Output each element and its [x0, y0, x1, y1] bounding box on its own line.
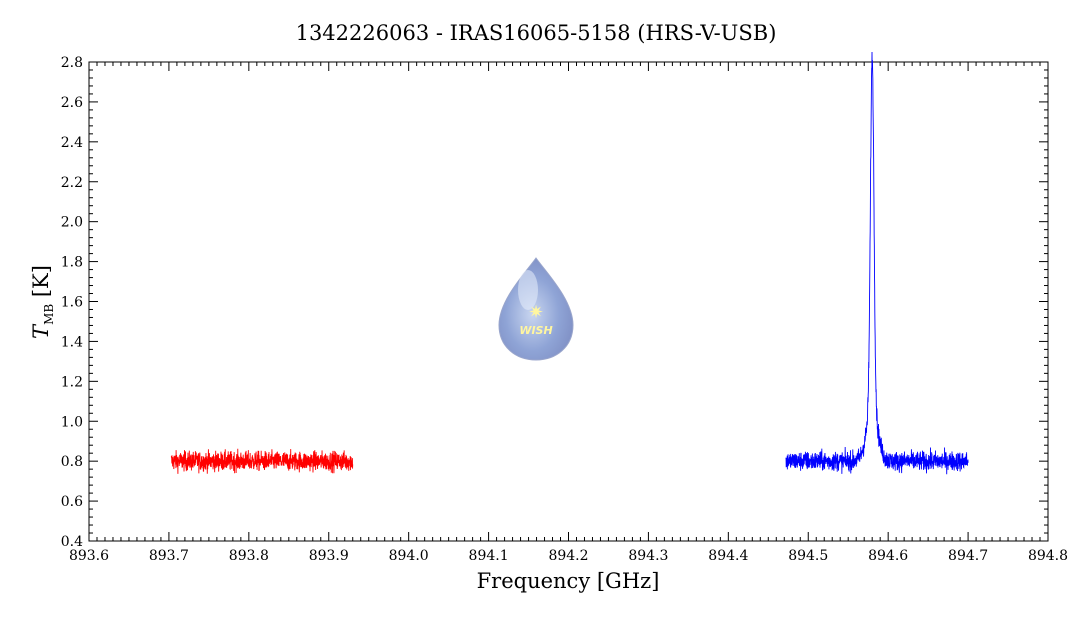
spectrum-series-2	[785, 51, 969, 475]
y-axis-label-unit: [K]	[29, 265, 53, 297]
x-tick-label: 894.1	[469, 548, 509, 564]
y-tick-label: 1.0	[61, 414, 83, 430]
y-tick-label: 1.2	[61, 374, 83, 390]
axis-ticks	[88, 61, 1049, 542]
x-tick-label: 893.6	[69, 548, 109, 564]
y-tick-label: 2.8	[61, 55, 83, 71]
x-tick-label: 894.3	[628, 548, 668, 564]
y-tick-label: 0.8	[61, 454, 83, 470]
x-tick-label: 894.0	[389, 548, 429, 564]
y-tick-label: 2.0	[61, 215, 83, 231]
y-tick-label: 2.4	[61, 135, 83, 151]
y-axis-label-subscript: MB	[42, 304, 56, 325]
svg-text:TMB [K]: TMB [K]	[29, 265, 56, 339]
x-tick-labels: 893.6 893.7 893.8 893.9 894.0 894.1 894.2 894.3…	[69, 548, 1068, 564]
x-tick-label: 894.7	[948, 548, 988, 564]
y-tick-label: 2.2	[61, 175, 83, 191]
plot-frame	[88, 61, 1049, 542]
y-tick-labels: 0.4 0.6 0.8 1.0 1.2 1.4 1.6 1.8 2.0 2.2 2.4 2.6 2.8	[61, 55, 83, 550]
series-layer	[170, 51, 969, 475]
x-tick-label: 894.2	[548, 548, 588, 564]
x-tick-label: 893.7	[149, 548, 189, 564]
wish-star-icon: ✷	[528, 302, 543, 323]
x-axis-label: Frequency [GHz]	[477, 569, 660, 593]
y-tick-label: 1.8	[61, 255, 83, 271]
wish-logo: ✷ WISH	[498, 257, 574, 361]
y-tick-label: 1.4	[61, 334, 83, 350]
x-tick-label: 893.8	[229, 548, 269, 564]
chart-title: 1342226063 - IRAS16065-5158 (HRS-V-USB)	[296, 21, 777, 45]
x-tick-label: 893.9	[309, 548, 349, 564]
x-tick-label: 894.4	[708, 548, 748, 564]
y-axis-label-symbol: T	[29, 323, 53, 339]
y-tick-label: 0.6	[61, 494, 83, 510]
wish-logo-text: WISH	[519, 324, 552, 337]
y-tick-label: 0.4	[61, 534, 83, 550]
x-tick-label: 894.5	[788, 548, 828, 564]
spectrum-series-1	[170, 448, 354, 474]
x-tick-label: 894.6	[868, 548, 908, 564]
x-tick-label: 894.8	[1028, 548, 1068, 564]
y-axis-label: TMB [K]	[29, 265, 56, 339]
y-tick-label: 1.6	[61, 295, 83, 311]
y-tick-label: 2.6	[61, 95, 83, 111]
